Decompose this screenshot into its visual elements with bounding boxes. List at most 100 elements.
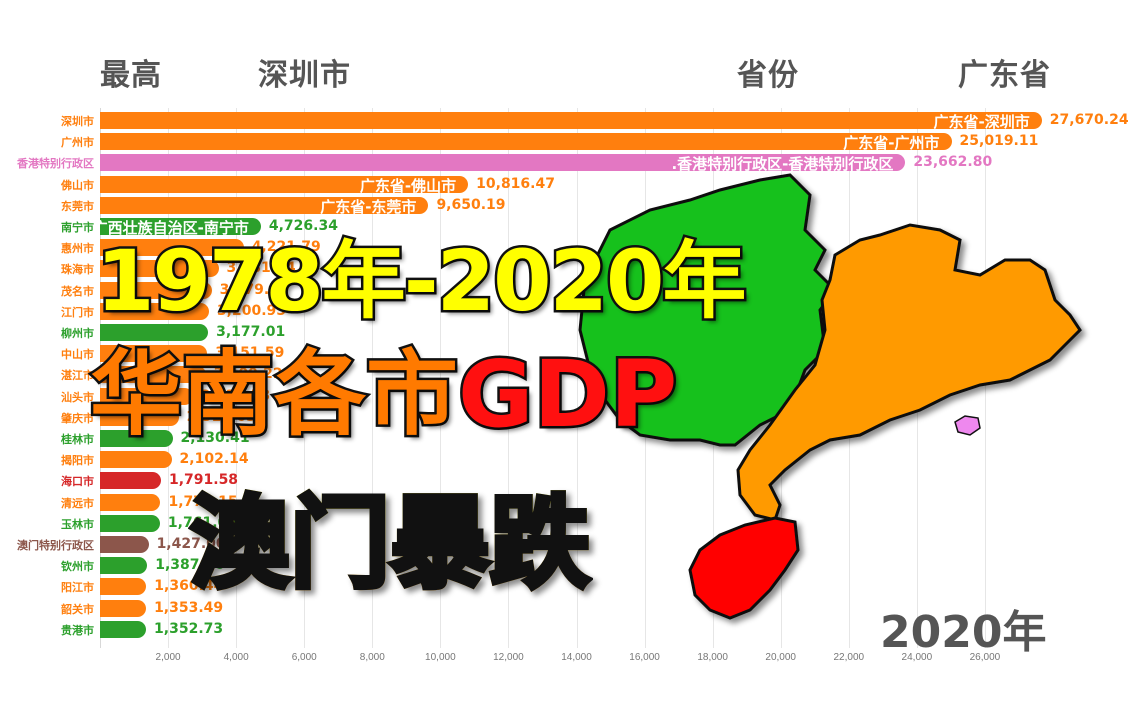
- bar-value: 3,481.94: [226, 260, 296, 277]
- bar: [100, 302, 209, 320]
- bar-value: 3,177.01: [216, 324, 286, 340]
- hongkong-region: [954, 415, 981, 436]
- bar-row: 肇庆市 2,311.65: [61, 408, 256, 426]
- bar-value: 1,791.58: [169, 472, 238, 488]
- bar-row: 茂名市 3,279.31: [61, 281, 289, 299]
- gridline: [372, 108, 374, 648]
- gridline: [236, 108, 238, 648]
- bar: .香港特别行政区-香港特别行政区: [100, 154, 906, 174]
- bar-category-label: 江门市: [61, 305, 94, 319]
- bar-inline-label: .香港特别行政区-香港特别行政区: [671, 155, 894, 174]
- x-tick-label: 6,000: [291, 652, 317, 663]
- guangxi-region: [578, 173, 837, 447]
- bar: 广东省-佛山市: [100, 175, 469, 195]
- bar-inline-label: 广西壮族自治区-南宁市: [92, 219, 249, 237]
- bar-category-label: 玉林市: [61, 517, 94, 531]
- bar: 广西壮族自治区-南宁市: [93, 218, 261, 237]
- x-tick-label: 22,000: [833, 652, 865, 663]
- x-tick-label: 10,000: [425, 652, 456, 663]
- x-tick-label: 2,000: [155, 652, 181, 663]
- bar-category-label: 深圳市: [61, 115, 94, 128]
- bar: [100, 578, 147, 596]
- bar-row: 深圳市 广东省-深圳市 27,670.24: [61, 112, 1129, 131]
- bar-value: 27,670.24: [1049, 112, 1129, 128]
- x-tick-label: 16,000: [629, 652, 660, 663]
- bar: [100, 366, 206, 384]
- bar: [100, 281, 212, 299]
- bar-value: 1,352.73: [154, 620, 224, 637]
- gridline: [440, 108, 442, 648]
- guangdong-region: [736, 223, 1082, 522]
- bar-row: 珠海市 3,481.94: [61, 260, 296, 278]
- bar-row: 香港特别行政区 .香港特别行政区-香港特别行政区 23,662.80: [17, 154, 992, 174]
- bar: [100, 345, 208, 363]
- bar-category-label: 珠海市: [61, 263, 94, 277]
- bar-category-label: 汕头市: [61, 390, 94, 404]
- bar-category-label: 钦州市: [61, 560, 94, 574]
- x-tick-label: 14,000: [561, 652, 592, 663]
- bar-category-label: 柳州市: [61, 327, 94, 340]
- bar: [100, 408, 179, 426]
- bar-value: 4,221.79: [251, 239, 321, 256]
- bar-value: 1,360.44: [154, 578, 224, 595]
- province-label: 省份: [737, 58, 799, 93]
- title-headline: 澳门暴跌: [188, 462, 593, 607]
- bar-value: 9,650.19: [436, 196, 506, 213]
- bar-value: 1,427.00: [157, 536, 226, 552]
- bar-row: 海口市 1,791.58: [61, 472, 238, 490]
- bar-value: 1,353.49: [154, 599, 224, 616]
- bar-inline-label: 广东省-佛山市: [359, 176, 457, 195]
- gridline: [508, 108, 510, 648]
- bar-inline-label: 广东省-广州市: [843, 134, 940, 153]
- province-value: 广东省: [958, 58, 1051, 93]
- bar-inline-label: 广东省-东莞市: [320, 197, 417, 216]
- bar: [100, 260, 219, 278]
- bar: [100, 620, 147, 638]
- x-tick-label: 18,000: [697, 652, 728, 663]
- x-tick-label: 26,000: [969, 652, 1001, 663]
- bar-category-label: 揭阳市: [61, 454, 94, 468]
- bar-row: 中山市 3,151.59: [61, 345, 284, 363]
- bar-value: 1,761.00: [168, 515, 237, 531]
- bar-row: 韶关市 1,353.49: [61, 599, 223, 617]
- bar-row: 玉林市 1,761.00: [61, 514, 237, 532]
- bar-value: 10,816.47: [476, 175, 555, 192]
- bar-row: 钦州市 1,387.96: [61, 557, 224, 575]
- hainan-region: [688, 516, 800, 620]
- bar-chart: 深圳市 广东省-深圳市 27,670.24 广州市 广东省-广州市 25,019.11 香港…: [17, 108, 1129, 648]
- bar-value: 25,019.11: [959, 133, 1039, 150]
- x-tick-label: 24,000: [901, 652, 933, 663]
- bar-category-label: 桂林市: [61, 433, 94, 446]
- bar-value: 23,662.80: [913, 154, 993, 171]
- gridline: [576, 108, 578, 648]
- bar: 广东省-广州市: [100, 133, 952, 153]
- bar-value: 2,730.58: [200, 387, 271, 404]
- bar: [100, 514, 160, 532]
- title-subject-prefix: 华南各市: [87, 339, 460, 451]
- bar-row: 东莞市 广东省-东莞市 9,650.19: [61, 196, 506, 216]
- bar-category-label: 中山市: [61, 348, 94, 362]
- bar-value: 2,311.65: [186, 408, 256, 425]
- bar-row: 柳州市 3,177.01: [61, 324, 285, 341]
- bar-value: 3,151.59: [215, 345, 285, 362]
- bar: [100, 387, 193, 405]
- x-tick-label: 20,000: [765, 652, 796, 663]
- title-years: 1978年-2020年: [93, 230, 748, 333]
- bar-value: 2,102.14: [179, 451, 249, 468]
- bar: [100, 472, 161, 490]
- bar-category-label: 澳门特别行政区: [17, 539, 94, 552]
- bar-value: 4,726.34: [268, 218, 338, 234]
- bar-category-label: 贵港市: [61, 623, 94, 637]
- bar-category-label: 佛山市: [61, 178, 94, 192]
- bar: [100, 239, 244, 257]
- bar-value: 1,777.15: [168, 494, 237, 510]
- max-value: 深圳市: [258, 58, 351, 93]
- bar-category-label: 韶关市: [61, 602, 94, 616]
- year-indicator: 2020年: [880, 607, 1047, 658]
- bar-row: 桂林市 2,130.41: [61, 430, 250, 447]
- bar-row: 佛山市 广东省-佛山市 10,816.47: [61, 175, 555, 195]
- x-tick-label: 4,000: [223, 652, 249, 663]
- bar: [100, 493, 161, 511]
- bar-row: 汕头市 2,730.58: [61, 387, 270, 405]
- bar-category-label: 惠州市: [61, 242, 94, 256]
